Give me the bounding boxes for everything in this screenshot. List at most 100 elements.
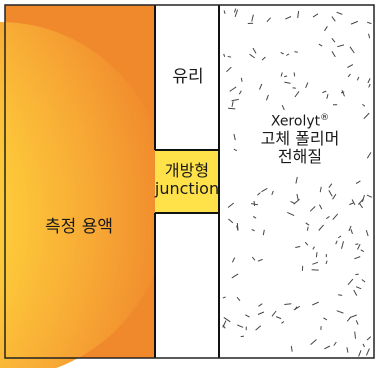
particle bbox=[331, 50, 336, 58]
particle bbox=[295, 176, 298, 184]
particle bbox=[236, 225, 239, 231]
particle bbox=[222, 320, 227, 328]
junction-label: 개방형 junction bbox=[153, 161, 221, 199]
particle bbox=[275, 316, 282, 320]
electrolyte-label-line2: 고체 폴리머 bbox=[260, 128, 340, 148]
particle bbox=[355, 320, 359, 325]
particle bbox=[284, 303, 292, 305]
particle bbox=[297, 10, 300, 19]
particle bbox=[249, 53, 255, 59]
particle bbox=[331, 16, 336, 22]
particle bbox=[281, 321, 285, 324]
electrolyte-brand: Xerolyt® bbox=[236, 113, 364, 130]
particle bbox=[368, 83, 371, 88]
particle bbox=[349, 202, 354, 206]
particle bbox=[355, 273, 359, 276]
particle bbox=[252, 215, 257, 219]
particle bbox=[295, 246, 301, 248]
particle bbox=[280, 72, 283, 77]
particle bbox=[365, 230, 369, 237]
electrolyte-brand-name: Xerolyt bbox=[270, 113, 321, 130]
particle bbox=[284, 81, 291, 84]
particle bbox=[257, 192, 261, 196]
particle bbox=[355, 180, 361, 185]
particle bbox=[312, 261, 319, 265]
particle bbox=[332, 193, 337, 200]
particle bbox=[251, 229, 255, 232]
particle bbox=[227, 202, 235, 208]
particle bbox=[233, 133, 236, 141]
particle bbox=[312, 246, 315, 250]
particle bbox=[360, 249, 365, 253]
particle bbox=[324, 26, 328, 32]
particle bbox=[349, 46, 355, 54]
particle bbox=[366, 152, 372, 159]
particle bbox=[257, 258, 263, 262]
particle bbox=[347, 278, 354, 286]
particle bbox=[310, 339, 317, 345]
particle bbox=[341, 90, 345, 97]
particle bbox=[293, 72, 296, 77]
particle bbox=[271, 190, 274, 195]
electrolyte-particles bbox=[222, 8, 373, 357]
particle bbox=[328, 190, 333, 197]
particle bbox=[253, 200, 256, 206]
particle bbox=[312, 301, 320, 306]
particle bbox=[332, 213, 339, 220]
particle bbox=[294, 306, 298, 310]
glass-label: 유리 bbox=[172, 67, 204, 87]
particle bbox=[265, 94, 269, 101]
particle bbox=[255, 325, 262, 331]
particle bbox=[223, 10, 226, 14]
particle bbox=[347, 73, 351, 78]
particle bbox=[287, 211, 295, 217]
electrolyte-label-line3: 전해질 bbox=[277, 147, 323, 167]
particle bbox=[355, 286, 362, 290]
particle bbox=[231, 273, 239, 279]
particle bbox=[229, 86, 237, 92]
particle bbox=[367, 78, 371, 84]
particle bbox=[366, 336, 372, 341]
particle bbox=[350, 229, 353, 234]
particle bbox=[315, 252, 318, 258]
particle bbox=[292, 87, 296, 89]
particle bbox=[222, 296, 226, 299]
particle bbox=[236, 296, 241, 302]
particle bbox=[262, 229, 265, 236]
particle bbox=[322, 90, 327, 94]
particle bbox=[228, 107, 236, 110]
particle bbox=[351, 199, 356, 206]
particle bbox=[296, 193, 299, 201]
particle bbox=[257, 311, 265, 315]
solution-glow bbox=[0, 22, 170, 368]
particle bbox=[336, 11, 343, 15]
particle bbox=[240, 335, 244, 338]
glass-bottom bbox=[155, 213, 218, 358]
particle bbox=[346, 347, 349, 353]
particle bbox=[337, 44, 345, 48]
particle bbox=[259, 83, 263, 90]
particle bbox=[266, 17, 271, 23]
particle bbox=[336, 310, 344, 314]
particle bbox=[323, 317, 328, 321]
particle bbox=[326, 215, 330, 220]
particle bbox=[312, 13, 319, 18]
particle bbox=[358, 202, 364, 209]
particle bbox=[324, 345, 331, 350]
particle bbox=[318, 224, 324, 231]
particle bbox=[223, 316, 231, 323]
particle bbox=[319, 186, 322, 193]
particle bbox=[354, 256, 361, 260]
particle bbox=[238, 90, 242, 95]
particle bbox=[251, 14, 254, 22]
particle bbox=[226, 66, 232, 73]
particle bbox=[325, 260, 328, 265]
particle bbox=[261, 56, 266, 61]
particle bbox=[281, 104, 285, 111]
particle bbox=[305, 222, 310, 226]
particle bbox=[333, 341, 337, 346]
particle bbox=[251, 256, 256, 261]
particle bbox=[354, 331, 356, 339]
